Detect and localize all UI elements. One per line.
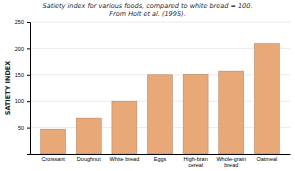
bar	[76, 118, 101, 154]
x-axis-line	[31, 154, 291, 155]
y-tick-label: 250	[15, 19, 24, 25]
x-tick-label: High-brancereal	[184, 156, 208, 168]
chart: Satiety index for various foods, compare…	[0, 0, 295, 171]
x-tick-label-line: Doughnut	[77, 156, 101, 162]
y-axis-line	[27, 23, 31, 155]
bars	[41, 44, 280, 154]
x-axis: Croissant Doughnut White bread Eggs High-bra…	[31, 155, 291, 168]
y-tick: 250	[15, 19, 30, 25]
x-tick-label-line: bread	[224, 162, 238, 168]
x-tick: Whole-grainbread	[216, 156, 246, 168]
y-tick: 150	[15, 72, 30, 78]
subtitle: From Holt et al. (1995).	[109, 10, 185, 18]
bar	[183, 74, 208, 154]
grid-line	[30, 48, 290, 49]
x-tick: High-brancereal	[184, 156, 208, 168]
title: Satiety index for various foods, compare…	[43, 2, 253, 10]
bar	[254, 44, 279, 154]
x-tick-label-line: cereal	[188, 162, 203, 168]
x-tick-label: Oatmeal	[256, 156, 277, 162]
y-tick-mark	[27, 22, 30, 23]
y-tick: 100	[15, 98, 30, 104]
x-tick: Croissant	[42, 156, 66, 162]
y-tick-label: 150	[15, 72, 24, 78]
y-tick: 50	[18, 125, 30, 131]
x-tick-label-line: Croissant	[42, 156, 66, 162]
bar	[41, 129, 66, 154]
bar	[148, 75, 173, 154]
x-tick-label-line: White bread	[110, 156, 140, 162]
y-tick-label: 50	[18, 125, 24, 131]
y-tick-label: 200	[15, 46, 24, 52]
x-tick: Eggs	[154, 156, 167, 162]
grid-line	[30, 22, 290, 23]
y-axis-title: SATIETY INDEX	[4, 61, 12, 116]
x-tick-label: Eggs	[154, 156, 167, 162]
x-tick: Doughnut	[77, 156, 101, 162]
y-tick: 200	[15, 46, 30, 52]
bar	[219, 71, 244, 154]
x-tick-label-line: Oatmeal	[256, 156, 277, 162]
x-tick-label-line: Eggs	[154, 156, 167, 162]
x-tick-label: Croissant	[42, 156, 66, 162]
x-tick-label: Doughnut	[77, 156, 101, 162]
y-tick-label: 100	[15, 98, 24, 104]
x-tick: White bread	[110, 156, 140, 162]
y-axis: 50 100 150 200 250	[15, 19, 31, 154]
y-tick-mark	[27, 101, 30, 102]
x-tick: Oatmeal	[256, 156, 277, 162]
plot: 50 100 150 200 250 Croissant Doughnut White bre…	[15, 19, 291, 168]
y-tick-mark	[27, 128, 30, 129]
x-tick-label: Whole-grainbread	[216, 156, 246, 168]
bar	[112, 101, 137, 154]
y-tick-mark	[27, 75, 30, 76]
x-tick-label: White bread	[110, 156, 140, 162]
y-tick-mark	[27, 48, 30, 49]
